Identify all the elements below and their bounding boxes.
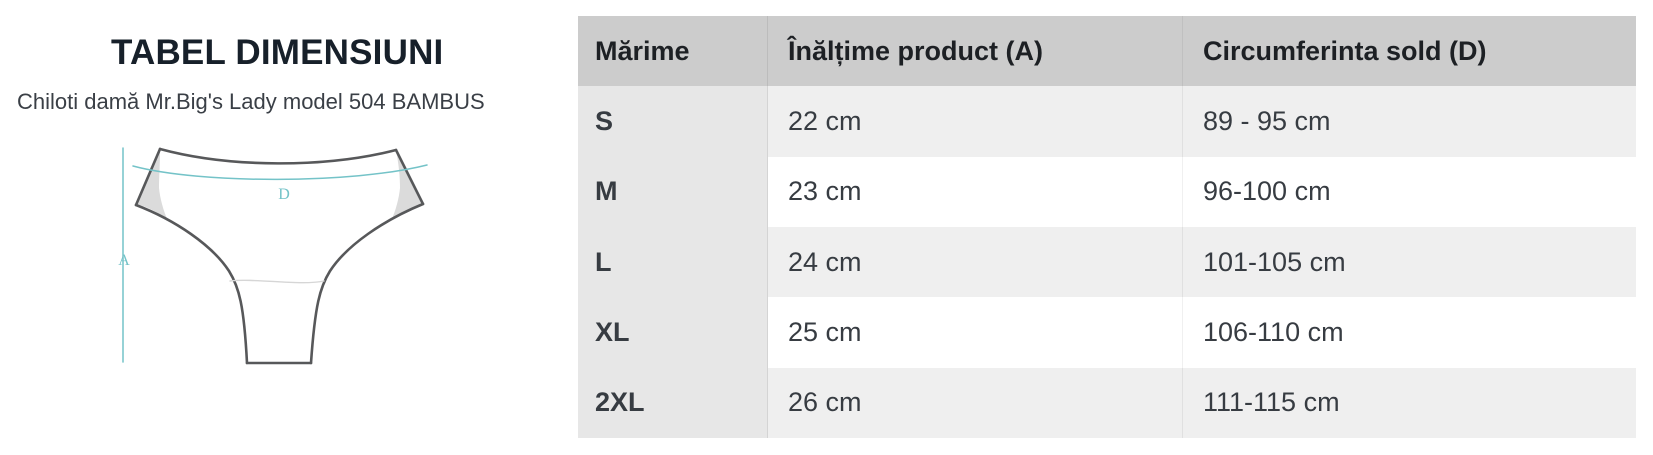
svg-text:D: D <box>278 186 290 203</box>
svg-text:A: A <box>118 252 130 269</box>
